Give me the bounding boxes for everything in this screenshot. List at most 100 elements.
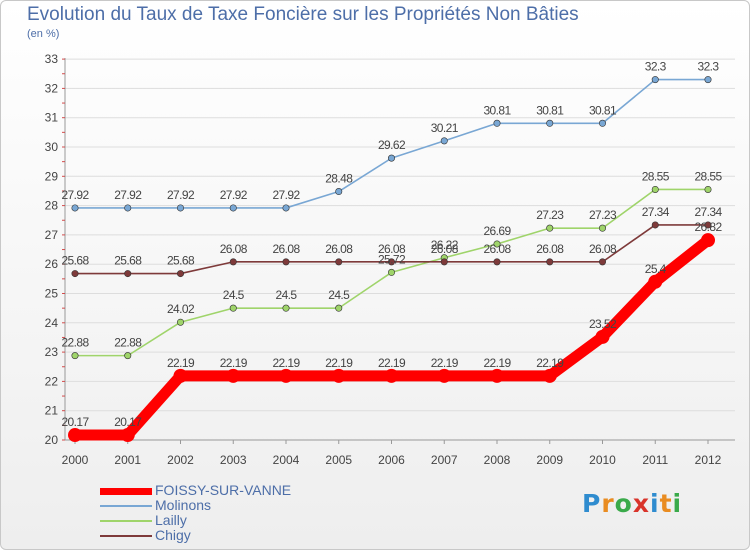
x-tick-label: 2007 bbox=[431, 453, 458, 467]
data-point bbox=[651, 185, 659, 193]
data-point bbox=[71, 352, 79, 360]
data-point bbox=[282, 258, 290, 266]
data-label: 25.68 bbox=[167, 254, 195, 268]
data-point bbox=[177, 204, 185, 212]
data-label: 30.81 bbox=[536, 103, 564, 117]
data-label: 30.81 bbox=[483, 103, 511, 117]
data-label: 26.08 bbox=[483, 242, 511, 256]
y-tick-label: 31 bbox=[45, 111, 59, 125]
x-tick-label: 2009 bbox=[536, 453, 563, 467]
data-label: 27.34 bbox=[694, 205, 722, 219]
x-tick-label: 2003 bbox=[220, 453, 247, 467]
data-label: 23.52 bbox=[589, 317, 617, 331]
data-point bbox=[68, 428, 82, 443]
proxiti-logo: Proxiti bbox=[582, 489, 682, 518]
y-tick-label: 22 bbox=[45, 374, 59, 388]
data-point bbox=[542, 368, 557, 383]
logo-letter: P bbox=[582, 489, 602, 518]
data-label: 26.69 bbox=[483, 224, 511, 238]
data-label: 32.3 bbox=[645, 60, 667, 74]
data-point bbox=[651, 76, 659, 84]
data-label: 26.82 bbox=[694, 220, 722, 234]
x-tick-label: 2008 bbox=[484, 453, 511, 467]
x-tick-label: 2012 bbox=[695, 453, 722, 467]
data-label: 27.34 bbox=[642, 205, 670, 219]
data-point bbox=[71, 204, 79, 212]
data-label: 24.02 bbox=[167, 302, 195, 316]
data-label: 25.68 bbox=[114, 254, 142, 268]
data-label: 26.08 bbox=[272, 242, 300, 256]
logo-letter: r bbox=[601, 489, 615, 518]
logo-letter: o bbox=[614, 489, 633, 518]
data-label: 30.21 bbox=[431, 121, 459, 135]
x-tick-label: 2006 bbox=[378, 453, 405, 467]
data-point bbox=[440, 137, 448, 145]
data-label: 22.19 bbox=[325, 356, 353, 370]
data-label: 27.92 bbox=[272, 188, 300, 202]
data-point bbox=[493, 240, 501, 248]
data-point bbox=[490, 368, 504, 383]
data-label: 26.08 bbox=[378, 242, 406, 256]
data-label: 20.17 bbox=[114, 415, 142, 429]
x-tick-label: 2000 bbox=[62, 453, 89, 467]
data-label: 22.88 bbox=[61, 336, 89, 350]
data-label: 22.19 bbox=[167, 356, 195, 370]
legend-swatch bbox=[100, 535, 152, 537]
y-tick-label: 28 bbox=[45, 199, 59, 213]
legend-swatch bbox=[100, 505, 152, 507]
data-label: 28.48 bbox=[325, 172, 353, 186]
data-label: 20.17 bbox=[61, 415, 89, 429]
data-label: 24.5 bbox=[223, 288, 245, 302]
data-point bbox=[124, 204, 132, 212]
data-point bbox=[546, 258, 554, 266]
data-point bbox=[335, 304, 343, 312]
data-point bbox=[648, 274, 663, 289]
data-point bbox=[331, 368, 346, 383]
logo-letter: t bbox=[659, 489, 673, 518]
data-label: 26.22 bbox=[431, 238, 459, 252]
y-tick-label: 25 bbox=[45, 287, 59, 301]
data-point bbox=[173, 368, 188, 383]
data-label: 28.55 bbox=[694, 169, 722, 183]
data-label: 26.08 bbox=[325, 242, 353, 256]
data-point bbox=[279, 368, 293, 383]
data-label: 28.55 bbox=[642, 169, 670, 183]
data-label: 22.88 bbox=[114, 336, 142, 350]
logo-letter: x bbox=[632, 489, 650, 518]
legend-swatch bbox=[100, 488, 152, 495]
data-point bbox=[493, 119, 501, 127]
data-label: 27.23 bbox=[589, 208, 617, 222]
data-point bbox=[704, 221, 712, 229]
data-point bbox=[282, 304, 290, 312]
data-point bbox=[704, 185, 712, 193]
y-tick-label: 24 bbox=[45, 316, 59, 330]
data-point bbox=[120, 428, 135, 443]
data-label: 26.08 bbox=[536, 242, 564, 256]
legend-label: Lailly bbox=[155, 512, 187, 528]
chart-title: Evolution du Taux de Taxe Foncière sur l… bbox=[27, 4, 579, 25]
y-tick-label: 20 bbox=[45, 433, 59, 447]
data-point bbox=[71, 270, 79, 278]
data-point bbox=[124, 270, 132, 278]
data-point bbox=[387, 258, 395, 266]
data-label: 24.5 bbox=[276, 288, 298, 302]
legend-label: FOISSY-SUR-VANNE bbox=[155, 482, 292, 498]
data-label: 30.81 bbox=[589, 103, 617, 117]
data-point bbox=[440, 258, 448, 266]
data-point bbox=[384, 368, 399, 383]
legend-label: Chigy bbox=[155, 527, 191, 543]
data-label: 29.62 bbox=[378, 138, 406, 152]
data-label: 22.19 bbox=[378, 356, 406, 370]
data-point bbox=[177, 270, 185, 278]
data-point bbox=[651, 221, 659, 229]
x-tick-label: 2011 bbox=[642, 453, 668, 467]
data-label: 27.92 bbox=[167, 188, 195, 202]
data-label: 32.3 bbox=[698, 60, 720, 74]
y-tick-label: 33 bbox=[45, 52, 59, 66]
logo-letter: i bbox=[650, 489, 660, 518]
data-point bbox=[282, 204, 290, 212]
data-point bbox=[493, 258, 501, 266]
y-tick-label: 30 bbox=[45, 140, 59, 154]
x-tick-label: 2001 bbox=[114, 453, 141, 467]
